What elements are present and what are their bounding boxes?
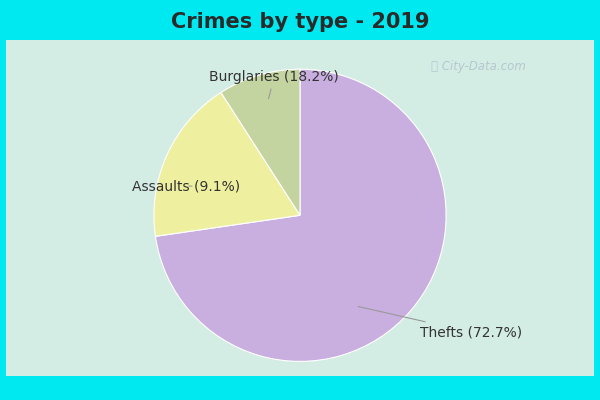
Wedge shape: [155, 69, 446, 361]
Wedge shape: [221, 69, 300, 215]
Text: Crimes by type - 2019: Crimes by type - 2019: [171, 12, 429, 32]
Text: ⓘ City-Data.com: ⓘ City-Data.com: [431, 60, 526, 73]
Text: Thefts (72.7%): Thefts (72.7%): [358, 306, 522, 339]
Text: Assaults (9.1%): Assaults (9.1%): [132, 179, 240, 193]
Wedge shape: [154, 92, 300, 236]
Text: Burglaries (18.2%): Burglaries (18.2%): [209, 70, 339, 99]
